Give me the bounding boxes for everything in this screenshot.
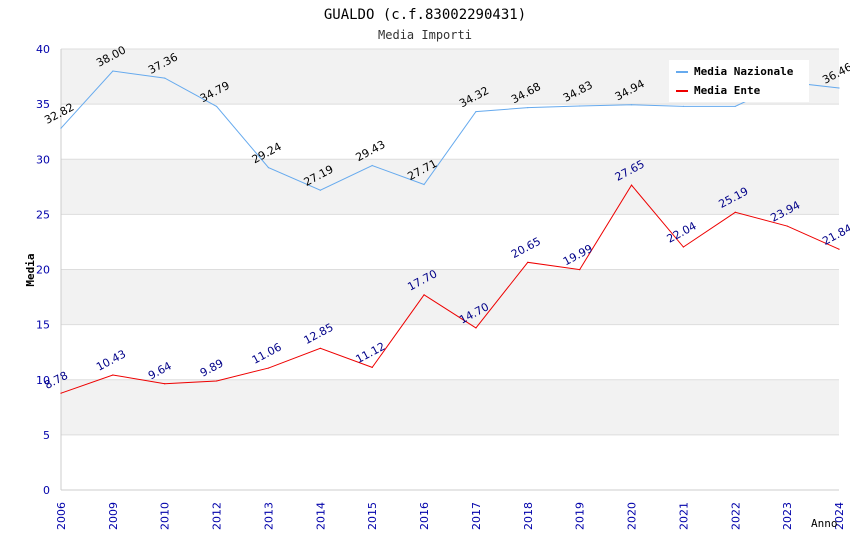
data-point [838,248,840,250]
x-tick-label: 2019 [574,502,587,530]
x-tick-label: 2014 [314,502,327,530]
y-tick-label: 35 [36,98,50,111]
y-axis-ticks: 0 5 10 15 20 25 30 35 40 [36,43,50,497]
x-axis-label: Anno [811,517,838,530]
data-point [423,183,425,186]
legend-label-nazionale: Media Nazionale [694,65,794,78]
data-point [112,70,114,72]
data-point [734,105,736,107]
band [61,269,839,325]
data-point [475,327,477,329]
y-tick-label: 30 [36,153,50,166]
band [61,324,839,380]
data-point [216,380,218,382]
data-point [371,164,373,167]
data-point [579,105,581,107]
data-point [60,127,62,129]
data-point [319,189,321,191]
data-point [475,111,477,113]
x-tick-label: 2012 [211,502,224,530]
y-tick-label: 15 [36,319,50,332]
band [61,104,839,160]
x-tick-label: 2022 [729,502,742,530]
data-point [164,77,166,79]
y-tick-label: 20 [36,264,50,277]
x-tick-label: 2009 [107,502,120,530]
x-tick-label: 2024 [833,502,846,530]
data-point [216,105,218,108]
chart-title: GUALDO (c.f.83002290431) [324,7,526,23]
x-tick-label: 2016 [418,502,431,530]
band [61,379,839,435]
data-point [838,87,840,89]
y-tick-label: 5 [43,429,50,442]
background-bands [61,49,839,490]
data-point [734,211,736,213]
y-axis-label: Media [24,253,37,286]
legend-box [669,60,809,102]
data-point [630,104,633,106]
data-point [164,383,166,385]
data-point [527,261,529,263]
series-line-1 [60,184,840,394]
y-tick-label: 40 [36,43,50,56]
band [61,434,839,490]
data-point [267,367,270,369]
x-tick-label: 2023 [781,502,794,530]
band [61,159,839,215]
data-point [786,225,788,227]
data-point [423,294,425,296]
data-point [60,392,62,394]
data-point [371,366,373,369]
y-tick-label: 25 [36,208,50,221]
data-point [319,347,321,349]
chart-subtitle: Media Importi [378,28,472,42]
data-point [682,246,685,248]
series-line-0 [60,70,840,191]
x-axis-ticks: 2006 2009 2010 2012 2013 2014 2015 2016 2017 2018… [55,502,846,530]
legend-label-ente: Media Ente [694,84,761,97]
data-point [267,167,270,169]
data-point [112,374,114,376]
y-tick-label: 0 [43,484,50,497]
legend: Media Nazionale Media Ente [669,60,809,102]
x-tick-label: 2017 [470,502,483,530]
data-point [579,269,581,271]
data-point [630,184,633,186]
x-tick-label: 2006 [55,502,68,530]
y-tick-label: 10 [36,374,50,387]
x-tick-label: 2013 [262,502,275,530]
grid-lines [60,48,839,491]
band [61,214,839,270]
x-tick-label: 2020 [626,502,639,530]
x-tick-label: 2018 [522,502,535,530]
data-point [682,105,685,107]
x-tick-label: 2021 [677,502,690,530]
x-tick-label: 2015 [366,502,379,530]
x-tick-label: 2010 [159,502,172,530]
data-point [527,107,529,109]
